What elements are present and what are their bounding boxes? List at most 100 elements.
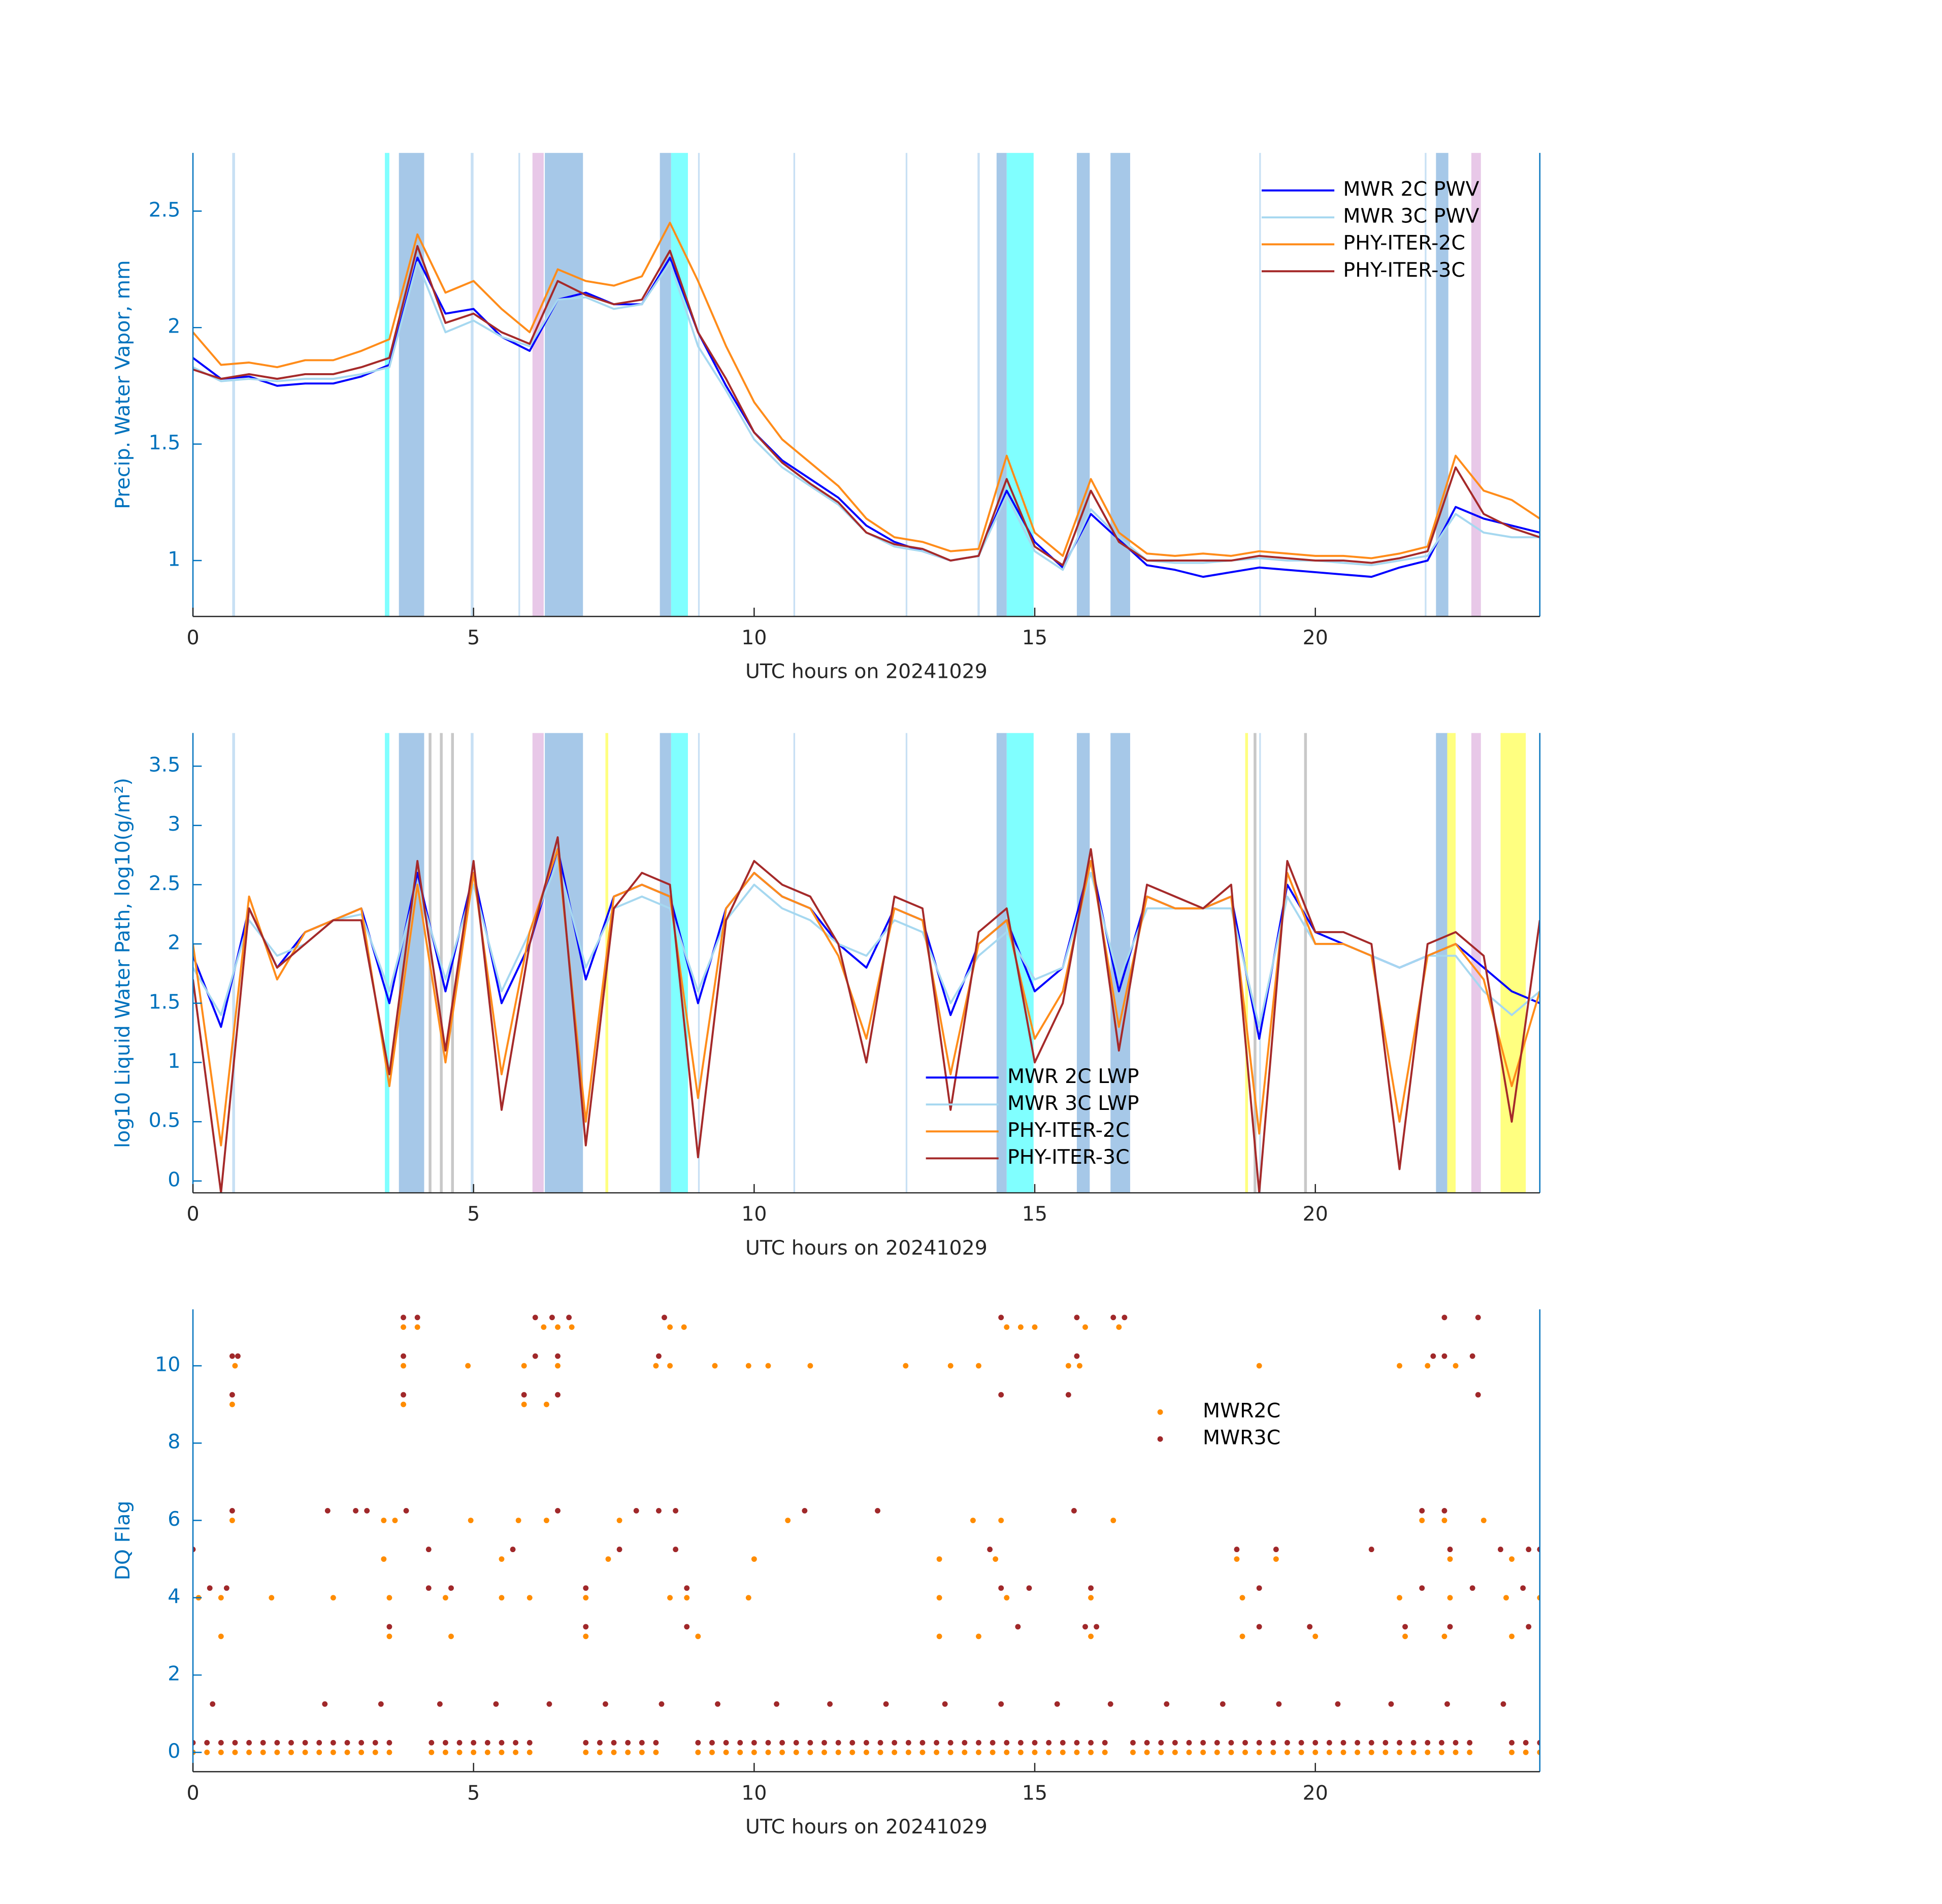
flag-point (667, 1324, 673, 1330)
flag-point (1444, 1701, 1450, 1707)
flag-span (977, 153, 980, 617)
flag-point (1397, 1739, 1402, 1746)
flag-point (223, 1585, 229, 1591)
flag-point (1430, 1353, 1436, 1359)
flag-point (1015, 1624, 1021, 1630)
flag-point (1425, 1363, 1431, 1369)
flag-point (998, 1518, 1004, 1523)
flag-point (330, 1749, 336, 1755)
panel: 0 2 4 6 8 10 0 5 10 15 20 UTC hours on 20241029 DQ F… (111, 1309, 1541, 1839)
flag-point (555, 1363, 561, 1369)
flag-span (1471, 153, 1481, 617)
flag-point (765, 1749, 771, 1755)
flag-point (751, 1749, 757, 1755)
x-tick-label: 0 (186, 1781, 199, 1804)
flag-point (1469, 1585, 1475, 1591)
legend-label: PHY-ITER-3C (1343, 258, 1465, 282)
flag-point (210, 1701, 216, 1707)
flag-point (204, 1749, 210, 1755)
flag-point (1480, 1518, 1487, 1523)
flag-point (962, 1749, 968, 1755)
flag-span (545, 733, 583, 1193)
flag-point (372, 1749, 378, 1755)
y-tick-label: 0.5 (149, 1109, 181, 1132)
flag-point (1453, 1739, 1459, 1746)
y-tick-label: 2 (168, 1662, 180, 1686)
flag-span (1425, 153, 1427, 617)
flag-point (774, 1701, 780, 1707)
panel: 1 1.5 2 2.5 0 5 10 15 20 UTC hours on 20241029 Pre… (111, 153, 1541, 683)
flag-point (1537, 1739, 1540, 1746)
flag-point (709, 1739, 715, 1746)
flag-point (1234, 1556, 1240, 1562)
flag-point (1467, 1739, 1473, 1746)
flag-point (605, 1556, 611, 1562)
flag-point (611, 1749, 617, 1755)
flag-point (386, 1739, 392, 1746)
flag-point (835, 1739, 841, 1746)
flag-point (962, 1739, 968, 1746)
flag-span (793, 733, 796, 1193)
flag-point (204, 1739, 210, 1746)
flag-point (1425, 1739, 1431, 1746)
flag-point (526, 1749, 533, 1755)
flag-point (673, 1508, 679, 1514)
flag-point (218, 1749, 224, 1755)
flag-point (1335, 1701, 1341, 1707)
flag-point (1467, 1749, 1473, 1755)
flag-point (1509, 1749, 1515, 1755)
flag-span (793, 153, 796, 617)
flag-point (1537, 1547, 1540, 1553)
flag-point (555, 1508, 561, 1514)
y-tick-label: 3 (168, 812, 180, 836)
flag-span (399, 733, 424, 1193)
flag-point (425, 1547, 432, 1553)
flag-point (1077, 1363, 1082, 1369)
flag-point (541, 1324, 547, 1330)
flag-point (1397, 1749, 1402, 1755)
flag-point (616, 1547, 622, 1553)
flag-point (603, 1701, 608, 1707)
x-tick-label: 10 (741, 1202, 767, 1226)
flag-point (1032, 1739, 1038, 1746)
flag-point (765, 1363, 771, 1369)
flag-point (1285, 1739, 1290, 1746)
flag-point (1144, 1749, 1150, 1755)
flag-span (1245, 733, 1248, 1193)
series-line (193, 221, 1540, 560)
flag-point (515, 1518, 521, 1523)
x-tick-label: 15 (1022, 1781, 1047, 1804)
flag-point (344, 1749, 350, 1755)
flag-point (667, 1363, 673, 1369)
flag-point (611, 1739, 617, 1746)
flag-point (229, 1508, 235, 1514)
flag-point (1256, 1739, 1262, 1746)
flag-point (364, 1508, 370, 1514)
flag-point (653, 1749, 659, 1755)
flag-point (1088, 1595, 1094, 1601)
flag-point (443, 1739, 448, 1746)
flag-point (1447, 1547, 1453, 1553)
flag-point (386, 1749, 392, 1755)
flag-point (414, 1324, 420, 1330)
flag-span (660, 733, 671, 1193)
flag-point (745, 1595, 751, 1601)
flag-point (1447, 1556, 1453, 1562)
flag-span (1471, 733, 1481, 1193)
flag-point (684, 1585, 690, 1591)
flag-point (934, 1739, 940, 1746)
flag-point (465, 1363, 471, 1369)
flag-point (936, 1556, 942, 1562)
flag-point (1046, 1749, 1052, 1755)
flag-point (1503, 1595, 1509, 1601)
flag-point (229, 1392, 235, 1398)
flag-point (566, 1315, 572, 1321)
flag-point (835, 1749, 841, 1755)
flag-point (1046, 1739, 1052, 1746)
x-axis-label: UTC hours on 20241029 (745, 660, 988, 683)
flag-point (802, 1508, 808, 1514)
flag-point (429, 1749, 435, 1755)
flag-point (425, 1585, 432, 1591)
flag-point (302, 1749, 308, 1755)
flag-point (998, 1315, 1004, 1321)
